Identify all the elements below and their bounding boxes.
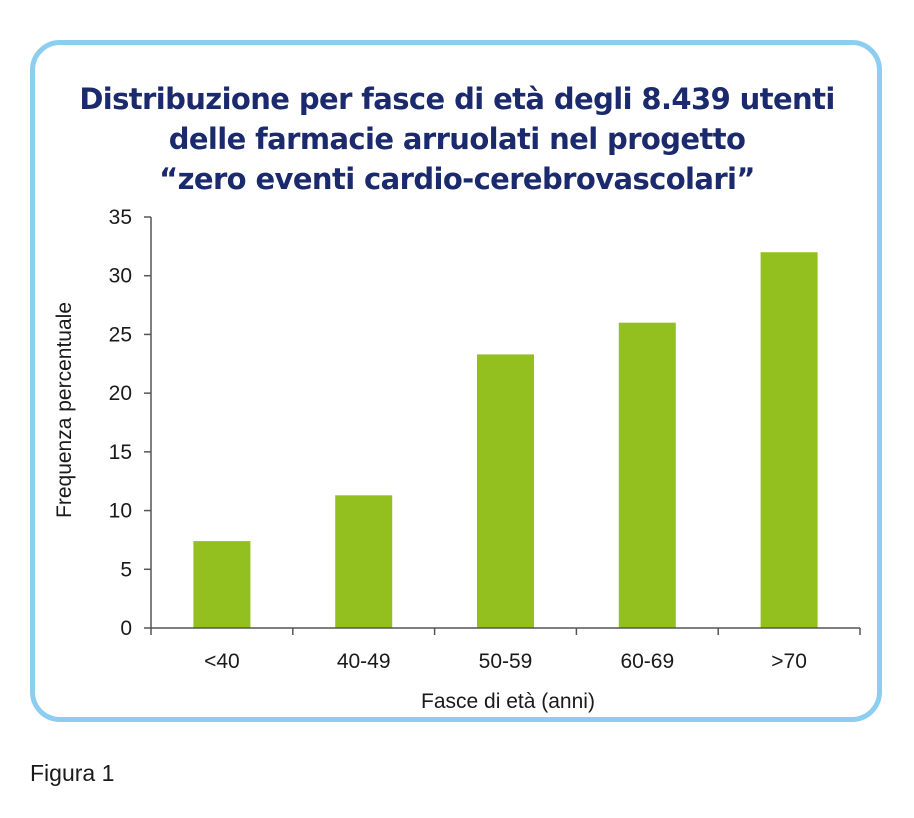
bar bbox=[477, 354, 534, 628]
chart-title-line-2: delle farmacie arruolati nel progetto bbox=[168, 122, 746, 156]
y-tick-label: 35 bbox=[109, 206, 132, 229]
y-tick-label: 25 bbox=[109, 323, 132, 346]
x-tick-label: >70 bbox=[771, 650, 807, 673]
chart-title-line-3: “zero eventi cardio-cerebrovascolari” bbox=[159, 162, 755, 196]
y-axis: 0 5 10 15 20 25 30 35 bbox=[109, 206, 152, 640]
y-tick-label: 20 bbox=[109, 382, 132, 405]
y-tick-label: 5 bbox=[120, 558, 132, 581]
chart-frame bbox=[30, 40, 882, 722]
x-tick-label: 40-49 bbox=[337, 650, 391, 673]
y-axis-title: Frequenza percentuale bbox=[53, 302, 76, 518]
x-tick-label: <40 bbox=[204, 650, 240, 673]
chart-title: Distribuzione per fasce di età degli 8.4… bbox=[0, 79, 914, 199]
y-tick-label: 15 bbox=[109, 441, 132, 464]
bar bbox=[335, 495, 393, 628]
y-tick-label: 10 bbox=[109, 500, 132, 523]
x-tick-label: 60-69 bbox=[620, 650, 674, 673]
bar bbox=[618, 322, 676, 628]
y-tick-label: 30 bbox=[109, 265, 132, 288]
y-tick-label: 0 bbox=[120, 617, 132, 640]
x-tick-label: 50-59 bbox=[479, 650, 533, 673]
figure-caption: Figura 1 bbox=[30, 760, 115, 786]
bar bbox=[193, 541, 251, 628]
x-axis-title: Fasce di età (anni) bbox=[421, 690, 595, 713]
chart-title-line-1: Distribuzione per fasce di età degli 8.4… bbox=[79, 82, 835, 116]
bar bbox=[760, 252, 818, 628]
x-axis: <40 40-49 50-59 60-69 >70 bbox=[150, 627, 861, 673]
bars-group bbox=[193, 252, 818, 628]
